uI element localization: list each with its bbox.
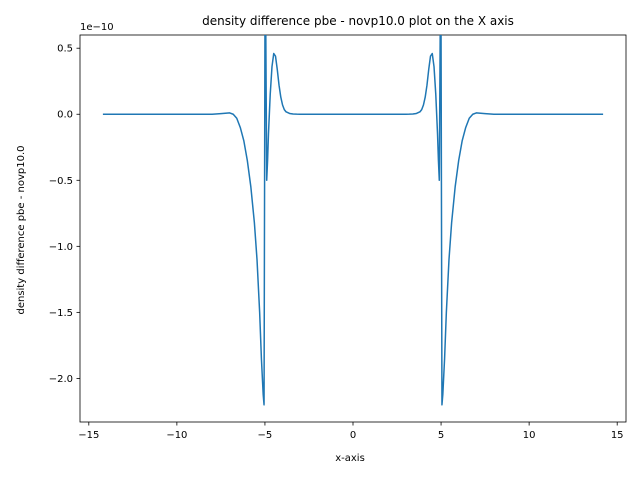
chart-title: density difference pbe - novp10.0 plot o… — [202, 14, 514, 28]
plot-frame — [79, 34, 627, 423]
y-tick-label: 0.5 — [57, 44, 73, 55]
y-tick-label: −0.5 — [49, 176, 73, 187]
y-tick-label: −1.5 — [49, 308, 73, 319]
y-tick-label: −1.0 — [49, 242, 73, 253]
series-group — [102, 35, 604, 406]
x-axis-label: x-axis — [335, 453, 365, 464]
y-tick-label: 0.0 — [57, 110, 73, 121]
x-tick-label: −15 — [78, 430, 99, 441]
y-axis-label: density difference pbe - novp10.0 — [16, 145, 27, 314]
series-line-0 — [102, 35, 604, 406]
x-tick-label: 0 — [350, 430, 356, 441]
x-tick-label: −5 — [258, 430, 273, 441]
x-tick-label: −10 — [166, 430, 187, 441]
x-tick-label: 5 — [438, 430, 444, 441]
x-tick-label: 15 — [611, 430, 624, 441]
y-axis-offset-text: 1e−10 — [80, 22, 114, 33]
x-tick-label: 10 — [523, 430, 536, 441]
y-tick-label: −2.0 — [49, 374, 73, 385]
x-axis-ticks: −15 −10 −5 0 5 10 15 — [78, 422, 624, 441]
y-axis-ticks: 0.5 0.0 −0.5 −1.0 −1.5 −2.0 — [49, 44, 80, 385]
plot-area: −15 −10 −5 0 5 10 15 0.5 0.0 −0.5 −1.0 −1.5 −2.0 — [49, 34, 627, 441]
